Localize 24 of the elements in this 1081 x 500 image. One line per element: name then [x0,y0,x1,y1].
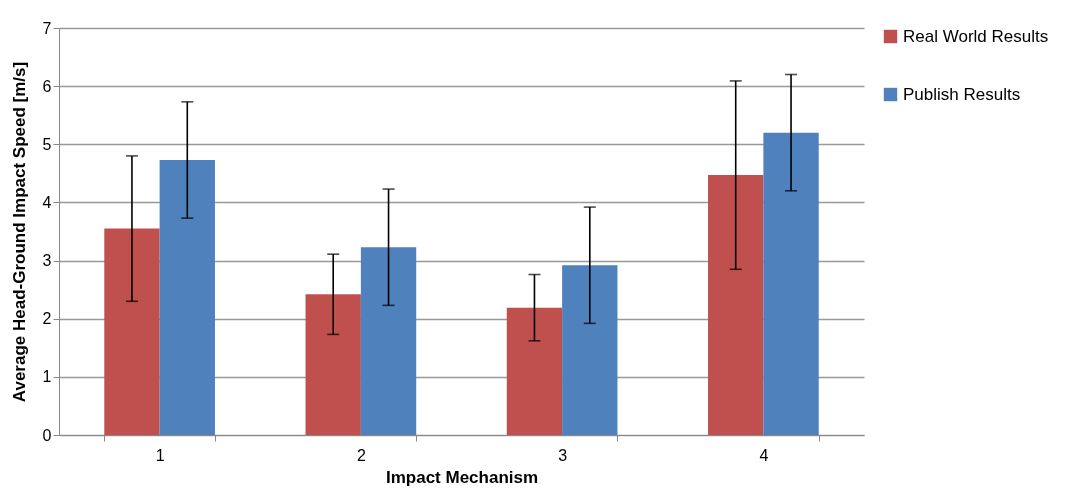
y-tick-label: 1 [42,368,52,386]
y-axis-title: Average Head-Ground Impact Speed [m/s] [9,61,29,403]
x-tick-label: 1 [155,446,165,464]
bar [562,265,618,435]
y-tick-label: 3 [42,252,52,270]
x-tick-label: 4 [759,446,769,464]
y-tick-label: 0 [42,426,52,444]
x-axis-title: Impact Mechanism [385,467,539,487]
y-tick-label: 4 [42,193,52,211]
bar [159,159,215,435]
x-tick-label: 3 [558,446,568,464]
y-tick-label: 7 [42,19,52,37]
bar [763,132,819,435]
legend-label: Real World Results [903,26,1049,46]
y-tick-label: 6 [42,77,52,95]
x-tick-label: 2 [356,446,366,464]
bar [305,294,361,435]
bar [506,307,563,435]
legend-label: Publish Results [903,84,1021,104]
bar [360,247,417,435]
y-tick-label: 5 [42,135,52,153]
y-tick-label: 2 [42,310,52,328]
bar [708,175,764,435]
bar [104,228,160,435]
